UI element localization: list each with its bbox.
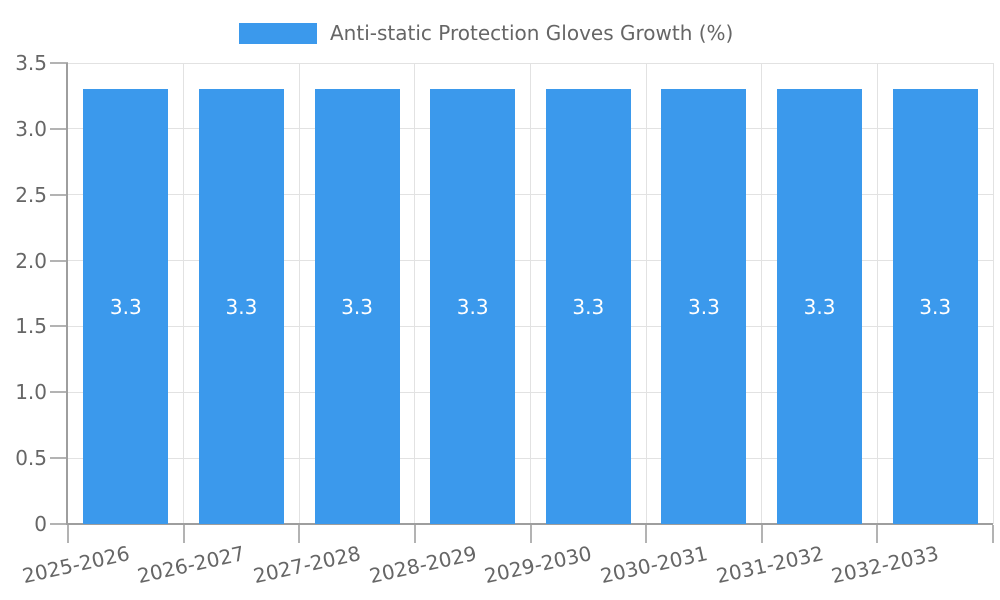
bar[interactable]	[83, 89, 169, 524]
y-axis-label: 2.5	[15, 182, 47, 207]
x-axis-label: 2032-2033	[829, 541, 941, 589]
gridline-vertical	[992, 63, 994, 524]
bar[interactable]	[892, 89, 978, 524]
bar-value-label: 3.3	[919, 294, 952, 319]
x-axis-label: 2025-2026	[19, 541, 132, 589]
y-axis-tick	[50, 259, 68, 262]
y-axis-tick	[50, 62, 68, 64]
x-axis-tick	[992, 525, 994, 543]
bar[interactable]	[430, 89, 516, 524]
bar-value-label: 3.3	[803, 294, 836, 319]
bar-value-label: 3.3	[456, 294, 489, 319]
y-axis-tick	[50, 523, 68, 525]
x-axis-tick	[760, 525, 763, 543]
gridline-vertical	[876, 63, 878, 524]
x-axis-label: 2029-2030	[482, 541, 595, 589]
y-axis-line	[66, 63, 68, 525]
x-axis-tick	[876, 525, 879, 543]
x-axis-label: 2031-2032	[713, 541, 826, 589]
x-axis-line	[66, 523, 993, 525]
y-axis-label: 0.5	[15, 446, 47, 471]
bar-value-label: 3.3	[341, 294, 373, 319]
y-axis-tick	[50, 325, 68, 328]
x-axis-label: 2027-2028	[251, 541, 363, 589]
y-axis-tick	[50, 391, 68, 394]
gridline-vertical	[645, 63, 647, 524]
chart-legend[interactable]: Anti-static Protection Gloves Growth (%)	[239, 22, 733, 44]
y-axis-label: 3.5	[15, 51, 47, 75]
gridline-vertical	[183, 63, 185, 524]
y-axis-tick	[50, 193, 68, 196]
y-axis-label: 1.5	[15, 314, 47, 339]
y-axis-label: 2.0	[15, 248, 47, 273]
gridline-vertical	[530, 63, 531, 524]
y-axis-tick	[50, 457, 68, 460]
x-axis-tick	[182, 525, 185, 543]
x-axis-tick	[67, 525, 69, 543]
legend-swatch	[239, 22, 317, 44]
bar[interactable]	[545, 89, 631, 524]
gridline-vertical	[414, 63, 416, 524]
bar[interactable]	[198, 89, 284, 524]
bar-value-label: 3.3	[109, 294, 142, 319]
x-axis-label: 2028-2029	[366, 541, 479, 589]
bar-value-label: 3.3	[572, 294, 605, 319]
x-axis-tick	[529, 525, 532, 543]
x-axis-tick	[645, 525, 648, 543]
bar[interactable]	[661, 89, 747, 524]
x-axis-label: 2030-2031	[598, 541, 710, 589]
y-axis-label: 0	[34, 512, 47, 536]
x-axis-tick	[298, 525, 301, 543]
x-axis-tick	[413, 525, 416, 543]
y-axis-label: 1.0	[15, 380, 47, 405]
y-axis-label: 3.0	[15, 116, 47, 141]
bar-value-label: 3.3	[225, 294, 258, 319]
bar[interactable]	[777, 89, 863, 524]
bar-value-label: 3.3	[688, 294, 720, 319]
x-axis-label: 2026-2027	[135, 541, 248, 589]
gridline-vertical	[298, 63, 300, 524]
y-axis-tick	[50, 127, 68, 130]
legend-title: Anti-static Protection Gloves Growth (%)	[330, 21, 734, 45]
gridline-vertical	[761, 63, 763, 524]
bar[interactable]	[314, 89, 400, 524]
